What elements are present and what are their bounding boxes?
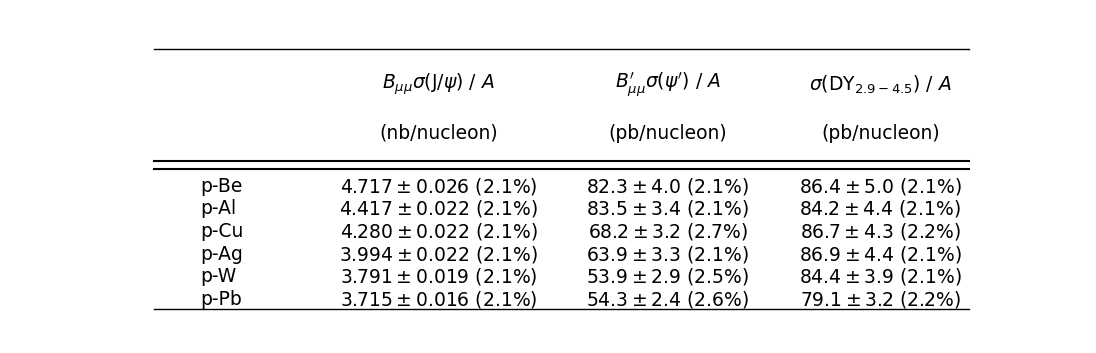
- Text: $68.2 \pm 3.2\ (2.7\%)$: $68.2 \pm 3.2\ (2.7\%)$: [587, 221, 747, 242]
- Text: (pb/nucleon): (pb/nucleon): [821, 124, 939, 143]
- Text: $84.4 \pm 3.9\ (2.1\%)$: $84.4 \pm 3.9\ (2.1\%)$: [799, 266, 962, 287]
- Text: $4.717 \pm 0.026\ (2.1\%)$: $4.717 \pm 0.026\ (2.1\%)$: [340, 176, 537, 197]
- Text: $82.3 \pm 4.0\ (2.1\%)$: $82.3 \pm 4.0\ (2.1\%)$: [586, 176, 750, 197]
- Text: $3.791 \pm 0.019\ (2.1\%)$: $3.791 \pm 0.019\ (2.1\%)$: [340, 266, 537, 287]
- Text: $63.9 \pm 3.3\ (2.1\%)$: $63.9 \pm 3.3\ (2.1\%)$: [586, 244, 750, 265]
- Text: $86.4 \pm 5.0\ (2.1\%)$: $86.4 \pm 5.0\ (2.1\%)$: [799, 176, 962, 197]
- Text: p-Al: p-Al: [201, 199, 237, 219]
- Text: $\sigma(\mathrm{DY}_{2.9-4.5})$ / $A$: $\sigma(\mathrm{DY}_{2.9-4.5})$ / $A$: [809, 73, 951, 96]
- Text: $4.280 \pm 0.022\ (2.1\%)$: $4.280 \pm 0.022\ (2.1\%)$: [340, 221, 537, 242]
- Text: p-Cu: p-Cu: [201, 222, 244, 241]
- Text: $3.715 \pm 0.016\ (2.1\%)$: $3.715 \pm 0.016\ (2.1\%)$: [340, 289, 537, 310]
- Text: $86.9 \pm 4.4\ (2.1\%)$: $86.9 \pm 4.4\ (2.1\%)$: [799, 244, 962, 265]
- Text: $B^{\prime}_{\mu\mu}\sigma(\psi^{\prime})$ / $A$: $B^{\prime}_{\mu\mu}\sigma(\psi^{\prime}…: [615, 70, 721, 99]
- Text: $79.1 \pm 3.2\ (2.2\%)$: $79.1 \pm 3.2\ (2.2\%)$: [800, 289, 961, 310]
- Text: $54.3 \pm 2.4\ (2.6\%)$: $54.3 \pm 2.4\ (2.6\%)$: [586, 289, 750, 310]
- Text: p-Pb: p-Pb: [201, 290, 242, 309]
- Text: $B_{\mu\mu}\sigma(\mathrm{J}/\psi)$ / $A$: $B_{\mu\mu}\sigma(\mathrm{J}/\psi)$ / $A…: [383, 72, 494, 97]
- Text: (nb/nucleon): (nb/nucleon): [379, 124, 498, 143]
- Text: $53.9 \pm 2.9\ (2.5\%)$: $53.9 \pm 2.9\ (2.5\%)$: [586, 266, 750, 287]
- Text: p-Be: p-Be: [201, 177, 243, 196]
- Text: $3.994 \pm 0.022\ (2.1\%)$: $3.994 \pm 0.022\ (2.1\%)$: [339, 244, 538, 265]
- Text: $84.2 \pm 4.4\ (2.1\%)$: $84.2 \pm 4.4\ (2.1\%)$: [799, 198, 961, 220]
- Text: $4.417 \pm 0.022\ (2.1\%)$: $4.417 \pm 0.022\ (2.1\%)$: [339, 198, 538, 220]
- Text: p-Ag: p-Ag: [201, 245, 243, 264]
- Text: $83.5 \pm 3.4\ (2.1\%)$: $83.5 \pm 3.4\ (2.1\%)$: [586, 198, 750, 220]
- Text: $86.7 \pm 4.3\ (2.2\%)$: $86.7 \pm 4.3\ (2.2\%)$: [800, 221, 960, 242]
- Text: (pb/nucleon): (pb/nucleon): [608, 124, 727, 143]
- Text: p-W: p-W: [201, 267, 237, 286]
